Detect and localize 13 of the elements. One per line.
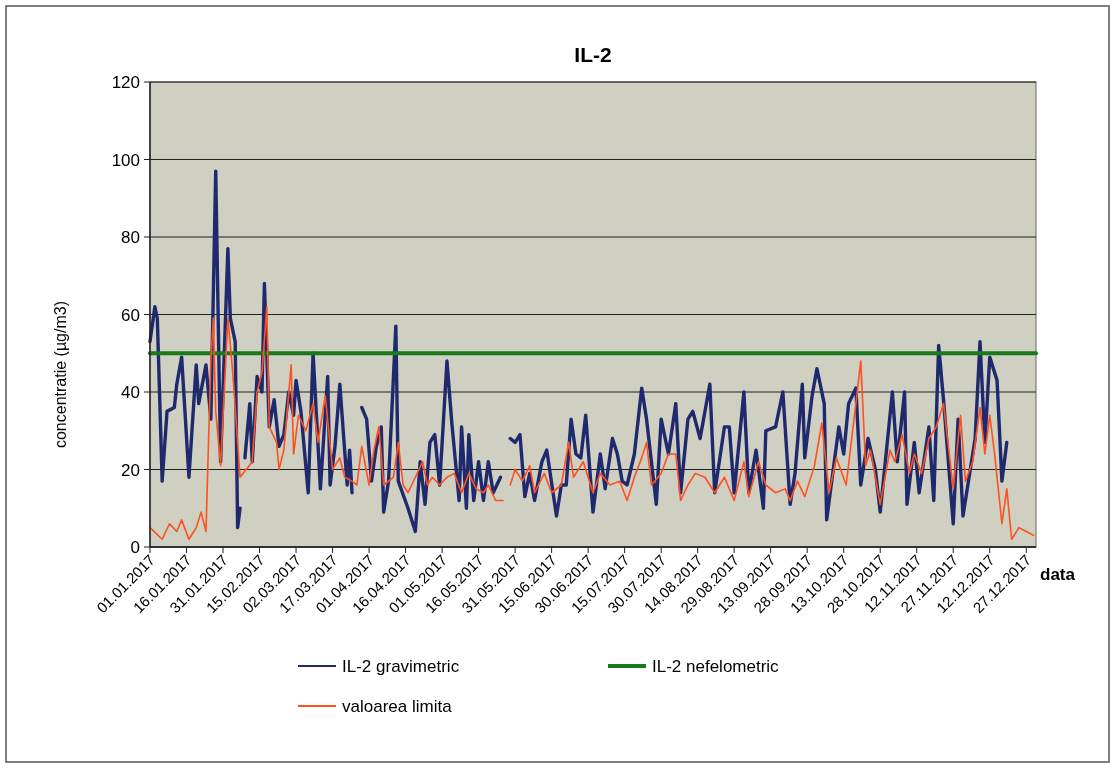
x-axis-title: data xyxy=(1040,565,1076,584)
y-tick-label: 100 xyxy=(111,150,140,170)
legend-label: IL-2 gravimetric xyxy=(342,657,460,676)
chart-title: IL-2 xyxy=(574,43,612,66)
y-tick-label: 120 xyxy=(111,73,140,92)
y-tick-label: 60 xyxy=(121,305,140,325)
y-tick-label: 40 xyxy=(121,383,140,402)
y-tick-label: 80 xyxy=(121,228,140,247)
legend-label: valoarea limita xyxy=(342,697,453,716)
y-tick-label: 20 xyxy=(121,460,140,480)
legend-label: IL-2 nefelometric xyxy=(652,657,780,676)
y-tick-label: 0 xyxy=(130,538,140,557)
y-axis-title: concentratie (µg/m3) xyxy=(52,300,69,449)
